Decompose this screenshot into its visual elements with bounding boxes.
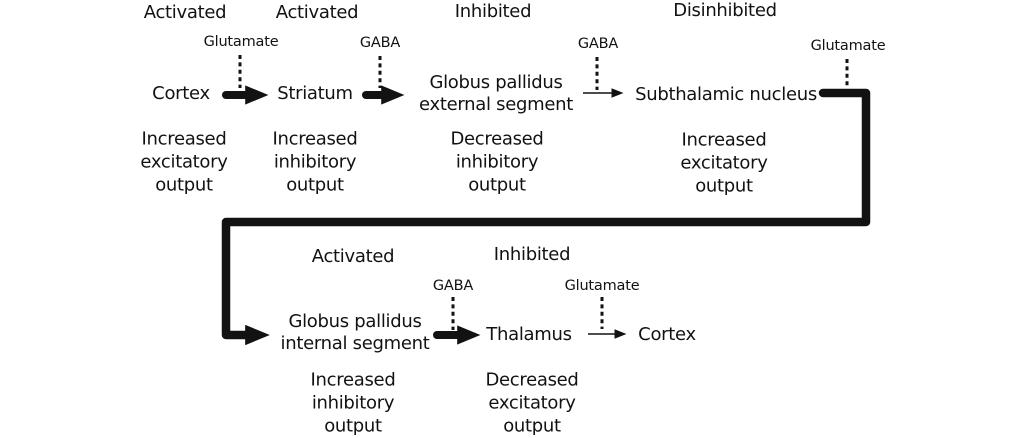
state-label-striatum: Activated: [275, 2, 359, 23]
output-label-gpi: Increased inhibitory output: [310, 369, 396, 437]
state-label-thalamus: Inhibited: [493, 244, 571, 265]
state-label-gpi: Activated: [311, 246, 395, 267]
state-label-gpe: Inhibited: [454, 1, 532, 22]
elbow-arrow-stn-to-gpi: [221, 88, 871, 346]
output-label-cortex: Increased excitatory output: [140, 128, 228, 196]
output-label-stn: Increased excitatory output: [680, 129, 768, 197]
output-label-striatum: Increased inhibitory output: [272, 128, 358, 196]
transmitter-label-glutamate-2: Glutamate: [810, 38, 886, 54]
output-label-thalamus: Decreased excitatory output: [485, 369, 579, 437]
transmitter-label-gaba-3: GABA: [432, 278, 474, 294]
state-label-cortex: Activated: [143, 2, 227, 23]
state-label-stn: Disinhibited: [673, 0, 777, 21]
node-striatum: Striatum: [277, 83, 353, 104]
transmitter-label-glutamate-3: Glutamate: [564, 278, 640, 294]
output-label-gpe: Decreased inhibitory output: [450, 128, 544, 196]
transmitter-label-gaba-1: GABA: [359, 35, 401, 51]
node-globus-pallidus-external: Globus pallidus external segment: [419, 72, 573, 115]
node-cortex-return: Cortex: [638, 324, 696, 345]
transmitter-label-glutamate-1: Glutamate: [203, 34, 279, 50]
node-globus-pallidus-internal: Globus pallidus internal segment: [280, 311, 430, 354]
node-subthalamic-nucleus: Subthalamic nucleus: [635, 84, 817, 105]
transmitter-label-gaba-2: GABA: [577, 36, 619, 52]
node-thalamus: Thalamus: [486, 324, 572, 345]
node-cortex: Cortex: [152, 83, 210, 104]
